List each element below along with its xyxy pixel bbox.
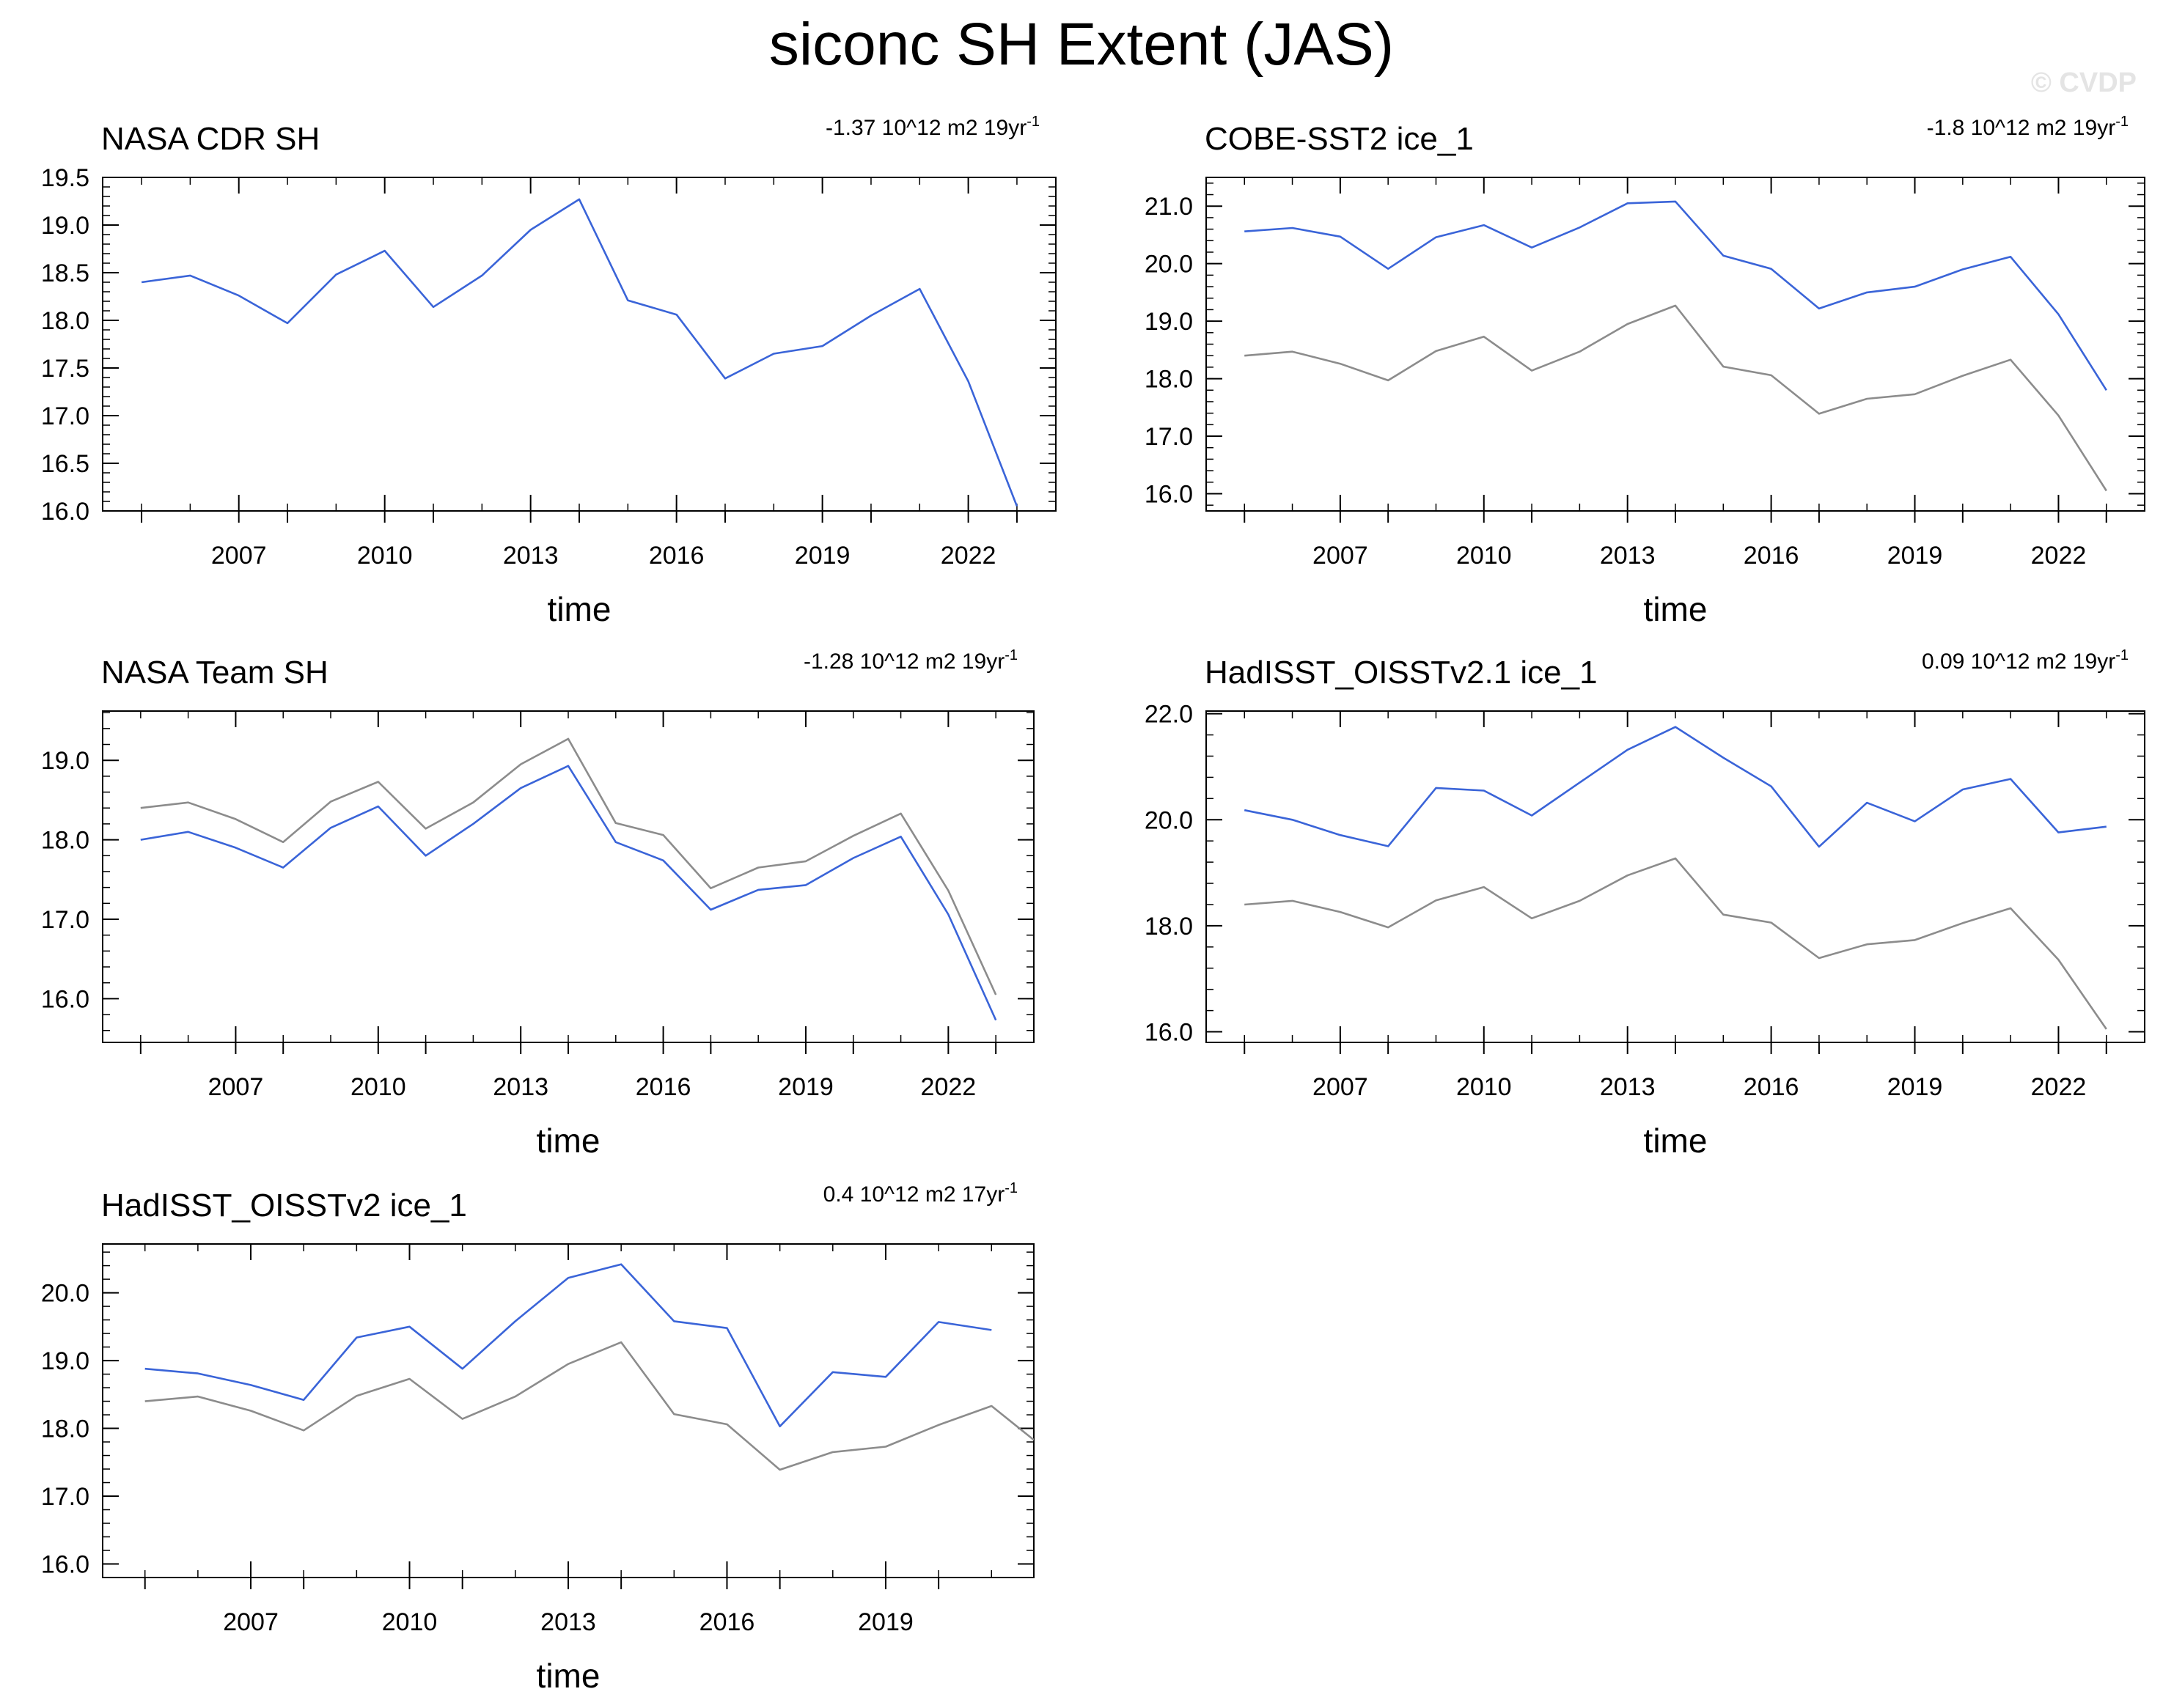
x-axis-label: time: [1644, 590, 1708, 628]
chart-panel-1: 16.0 16.5 17.0 17.5 18.0 18.5 19.0 19.5 2007 2010…: [41, 114, 1057, 628]
plot-frame: [1205, 177, 2145, 512]
x-tick-label: 2022: [2031, 1073, 2087, 1101]
chart-title: HadISST_OISSTv2.1 ice_1: [1205, 655, 1598, 691]
y-tick-label: 20.0: [41, 1280, 89, 1308]
x-tick-label: 2022: [2031, 542, 2087, 570]
chart-panel-4: 16.0 18.0 20.0 22.0 2007 2010 2013 2016 2019 2022…: [1145, 647, 2145, 1160]
x-tick-label: 2022: [921, 1073, 977, 1101]
x-tick-label: 2007: [1312, 542, 1368, 570]
x-tick-label: 2007: [1312, 1073, 1368, 1101]
x-tick-label: 2007: [211, 542, 267, 570]
chart-title: HadISST_OISSTv2 ice_1: [101, 1188, 467, 1223]
x-tick-label: 2019: [1887, 1073, 1943, 1101]
model-series-line: [1244, 726, 2107, 848]
model-series-line: [141, 198, 1018, 507]
page-title: siconc SH Extent (JAS): [768, 11, 1395, 78]
chart-panel-2: 16.0 17.0 18.0 19.0 20.0 21.0 2007 2010 2013 2016…: [1145, 114, 2145, 628]
chart-panel-5: 16.0 17.0 18.0 19.0 20.0 2007 2010 2013 2016 2019…: [41, 1180, 1035, 1695]
y-tick-label: 17.0: [41, 402, 89, 430]
y-tick-label: 18.0: [41, 307, 89, 335]
x-axis-label: time: [548, 590, 612, 628]
x-tick-label: 2016: [699, 1608, 755, 1636]
chart-title: NASA CDR SH: [101, 121, 320, 157]
x-tick-label: 2022: [941, 542, 996, 570]
x-tick-label: 2016: [1744, 1073, 1799, 1101]
reference-series-line: [144, 1341, 1034, 1471]
x-tick-label: 2007: [208, 1073, 264, 1101]
x-axis-label: time: [537, 1657, 601, 1695]
x-tick-label: 2010: [1456, 542, 1512, 570]
y-tick-label: 18.0: [41, 1416, 89, 1443]
x-tick-label: 2016: [1744, 542, 1799, 570]
chart-title: COBE-SST2 ice_1: [1205, 121, 1474, 157]
chart-title: NASA Team SH: [101, 655, 328, 691]
plot-frame: [102, 710, 1035, 1043]
x-tick-label: 2019: [1887, 542, 1943, 570]
x-tick-label: 2013: [503, 542, 559, 570]
plot-frame: [1205, 710, 2145, 1043]
x-tick-label: 2010: [350, 1073, 406, 1101]
x-tick-label: 2019: [858, 1608, 914, 1636]
y-tick-label: 20.0: [1145, 251, 1193, 279]
x-tick-label: 2013: [493, 1073, 548, 1101]
y-tick-label: 17.0: [41, 1483, 89, 1511]
y-tick-label: 16.5: [41, 450, 89, 478]
reference-series-line: [140, 737, 997, 995]
trend-label: -1.28 10^12 m2 19yr-1: [804, 647, 1018, 674]
x-tick-label: 2010: [1456, 1073, 1512, 1101]
y-tick-label: 16.0: [1145, 480, 1193, 508]
trend-label: 0.09 10^12 m2 19yr-1: [1922, 647, 2129, 674]
y-tick-label: 18.5: [41, 259, 89, 287]
plot-frame: [102, 177, 1057, 512]
y-tick-label: 18.0: [1145, 366, 1193, 394]
y-tick-label: 22.0: [1145, 701, 1193, 729]
y-tick-label: 16.0: [41, 498, 89, 526]
y-tick-label: 16.0: [41, 985, 89, 1013]
y-tick-label: 16.0: [1145, 1019, 1193, 1047]
y-tick-label: 19.0: [41, 1347, 89, 1375]
reference-series-line: [1244, 857, 2107, 1030]
reference-series-line: [1244, 304, 2107, 492]
x-tick-label: 2013: [1600, 542, 1656, 570]
trend-label: -1.37 10^12 m2 19yr-1: [826, 114, 1040, 140]
y-tick-label: 17.5: [41, 355, 89, 383]
x-tick-label: 2010: [382, 1608, 438, 1636]
y-tick-label: 18.0: [41, 827, 89, 855]
y-tick-label: 16.0: [41, 1551, 89, 1579]
x-axis-label: time: [1644, 1122, 1708, 1160]
x-tick-label: 2016: [649, 542, 705, 570]
x-tick-label: 2013: [1600, 1073, 1656, 1101]
x-tick-label: 2019: [795, 542, 851, 570]
chart-panel-3: 16.0 17.0 18.0 19.0 2007 2010 2013 2016 2019 2022…: [41, 647, 1035, 1160]
x-tick-label: 2010: [357, 542, 413, 570]
model-series-line: [1244, 200, 2107, 391]
model-series-line: [140, 765, 997, 1021]
y-tick-label: 19.0: [1145, 308, 1193, 336]
y-tick-label: 17.0: [41, 906, 89, 934]
trend-label: -1.8 10^12 m2 19yr-1: [1927, 114, 2129, 140]
y-tick-label: 19.5: [41, 164, 89, 192]
x-tick-label: 2016: [636, 1073, 691, 1101]
x-axis-label: time: [537, 1122, 601, 1160]
x-tick-label: 2019: [778, 1073, 834, 1101]
plot-frame: [102, 1243, 1035, 1578]
y-tick-label: 19.0: [41, 212, 89, 240]
y-tick-label: 17.0: [1145, 423, 1193, 451]
trend-label: 0.4 10^12 m2 17yr-1: [823, 1180, 1018, 1207]
y-tick-label: 20.0: [1145, 806, 1193, 834]
y-tick-label: 21.0: [1145, 193, 1193, 221]
x-tick-label: 2007: [223, 1608, 279, 1636]
x-tick-label: 2013: [540, 1608, 596, 1636]
y-tick-label: 18.0: [1145, 913, 1193, 940]
model-series-line: [144, 1263, 992, 1428]
y-tick-label: 19.0: [41, 747, 89, 775]
cvdp-watermark: © CVDP: [2030, 67, 2137, 98]
